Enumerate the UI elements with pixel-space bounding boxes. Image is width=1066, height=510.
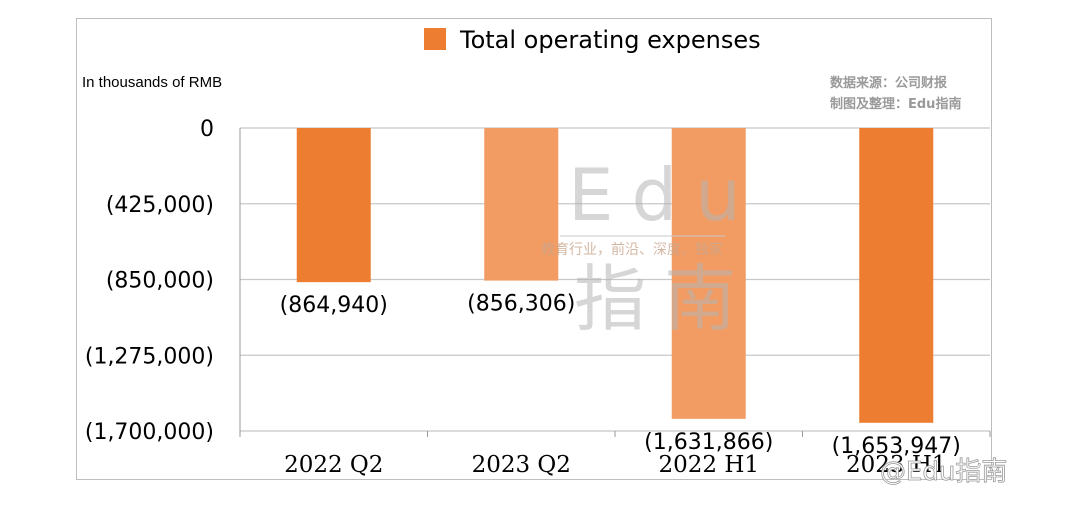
y-tick-label: (425,000) [106, 193, 214, 218]
bar [484, 128, 559, 281]
bar [859, 128, 934, 423]
legend-label: Total operating expenses [459, 26, 761, 54]
y-tick-label: (1,700,000) [85, 420, 214, 445]
data-label: (1,653,947) [832, 434, 961, 459]
data-labels: (864,940) (856,306) (1,631,866) (1,653,947) [280, 292, 961, 459]
data-label: (856,306) [467, 292, 575, 317]
y-tick-label: (850,000) [106, 269, 214, 294]
data-label: (1,631,866) [644, 430, 773, 455]
bar [671, 128, 746, 419]
watermark-tagline: 教育行业，前沿、深度、独家 [541, 241, 723, 258]
bars [296, 128, 934, 423]
x-category-label: 2022 Q2 [284, 452, 383, 478]
watermark-zhinan: 指南 [574, 257, 754, 341]
x-category-label: 2023 Q2 [472, 452, 571, 478]
corner-watermark: @Edu指南 [880, 457, 1007, 487]
unit-label: In thousands of RMB [82, 74, 222, 91]
watermark-edu: Edu [568, 153, 759, 237]
chart-frame [76, 18, 992, 480]
y-axis-ticks: 0 (425,000) (850,000) (1,275,000) (1,700,000… [85, 117, 214, 445]
watermark: Edu 教育行业，前沿、深度、独家 指南 [541, 153, 759, 341]
bar [296, 128, 371, 283]
x-axis-categories: 2022 Q2 2023 Q2 2022 H1 2023 H1 [284, 452, 946, 478]
y-tick-label: 0 [200, 117, 214, 142]
source-line-1: 数据来源：公司财报 [830, 75, 948, 91]
data-label: (864,940) [280, 293, 388, 318]
legend-swatch [424, 28, 446, 50]
x-category-label: 2023 H1 [846, 452, 947, 478]
x-category-label: 2022 H1 [658, 452, 759, 478]
y-tick-label: (1,275,000) [85, 344, 214, 369]
source-line-2: 制图及整理：Edu指南 [830, 96, 961, 112]
